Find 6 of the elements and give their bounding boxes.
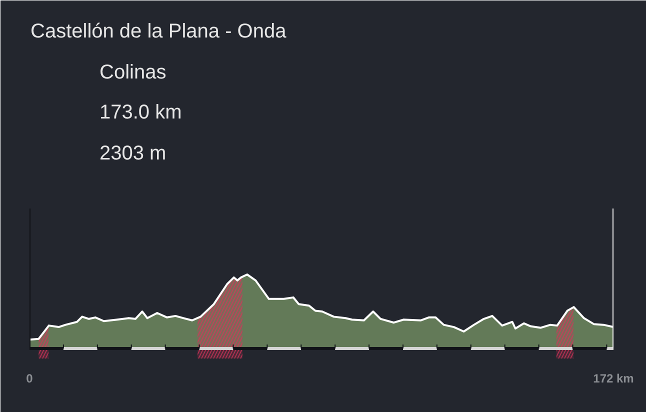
x-tick-label: 172 km — [593, 372, 634, 386]
x-tick-label: 0 — [26, 372, 34, 386]
text: 2303 m — [100, 142, 166, 164]
text: 173.0 km — [100, 102, 182, 124]
text: Colinas — [100, 62, 166, 84]
chart-title: Castellón de la Plana - Onda — [30, 20, 288, 42]
